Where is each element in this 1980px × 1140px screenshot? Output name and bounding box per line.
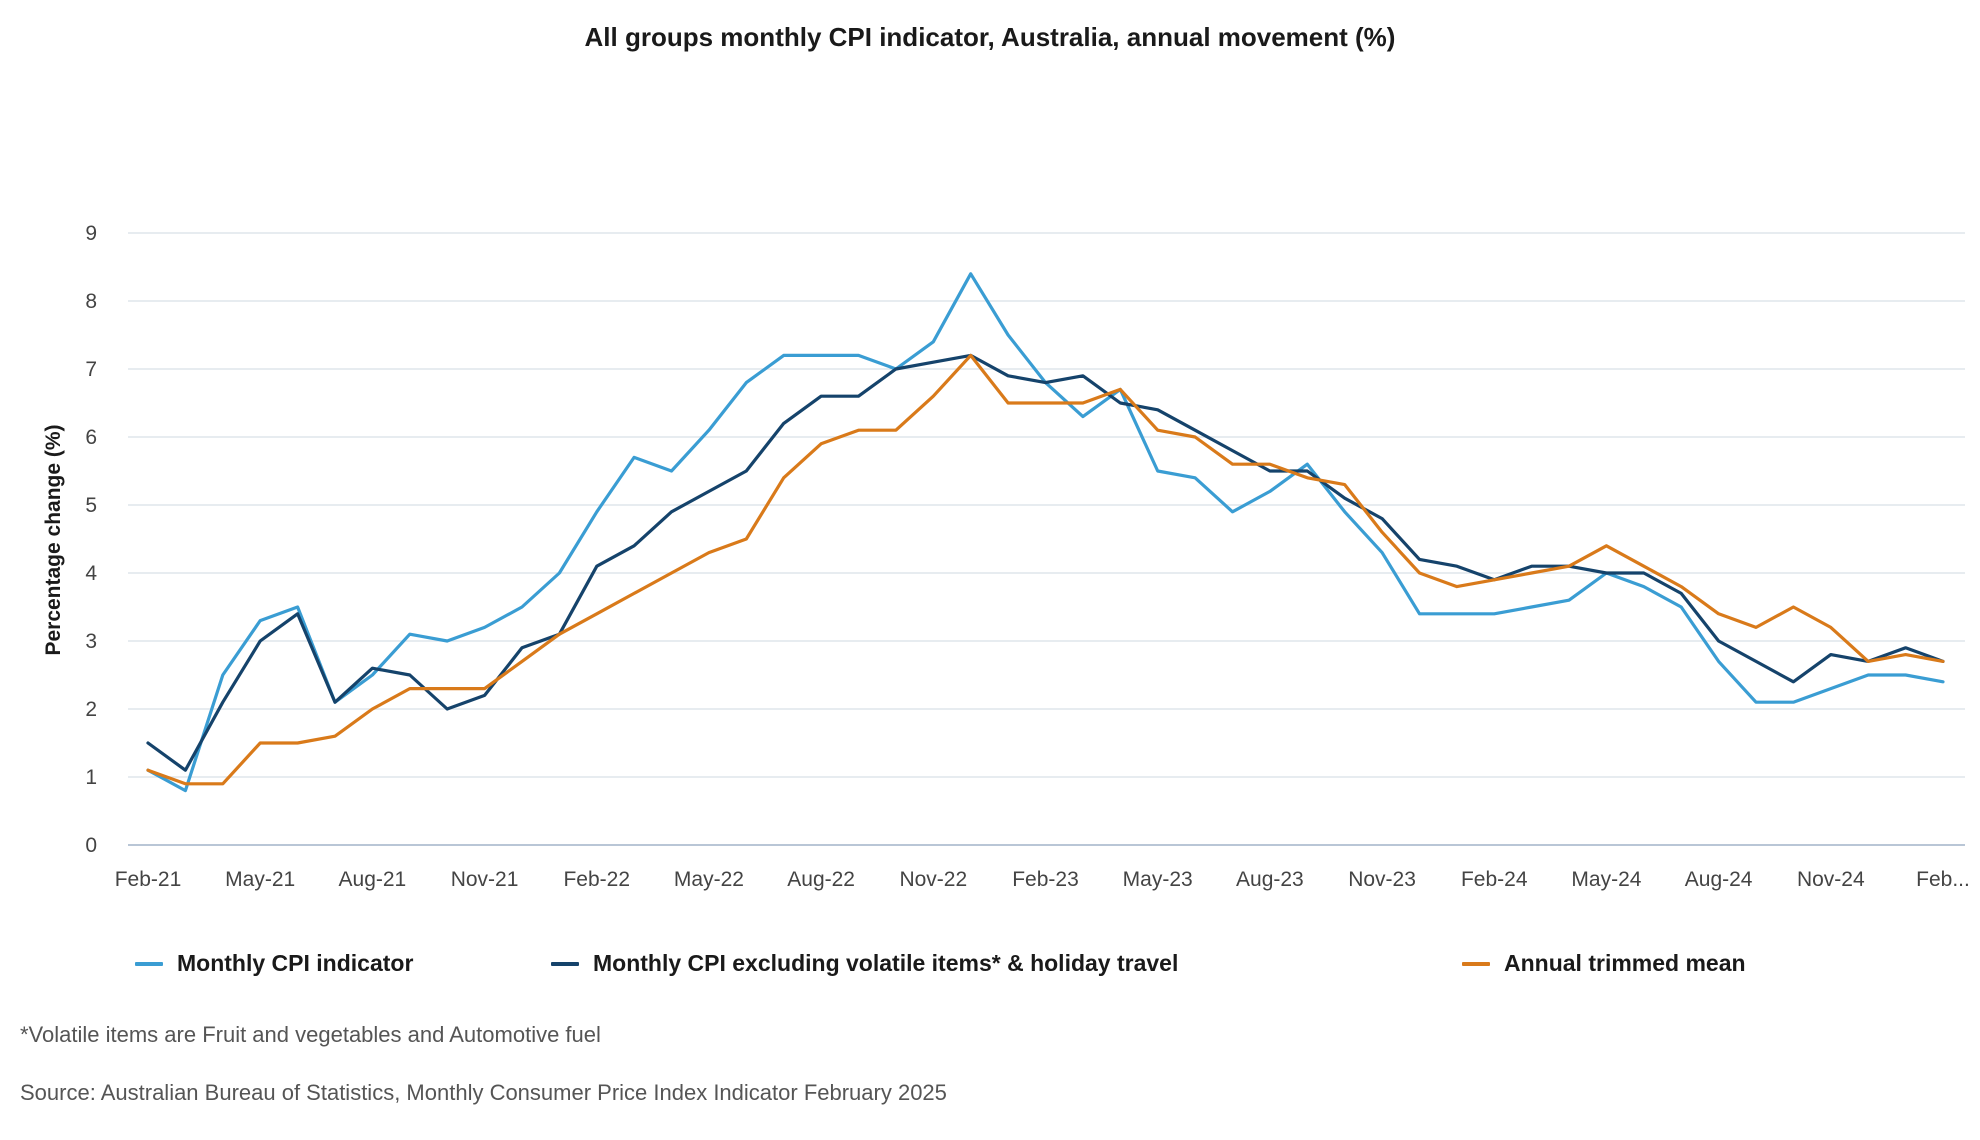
x-tick-label: Feb-22 xyxy=(563,868,630,891)
series-line-1 xyxy=(146,353,1945,772)
x-tick-label: Nov-22 xyxy=(899,868,967,891)
source-note: Source: Australian Bureau of Statistics,… xyxy=(20,1080,947,1105)
legend-item-monthly-cpi: Monthly CPI indicator xyxy=(135,950,413,977)
legend-swatch xyxy=(135,961,163,966)
series-lines xyxy=(146,272,1945,793)
y-tick-label: 6 xyxy=(85,426,97,449)
gridlines xyxy=(128,232,1965,846)
legend-swatch xyxy=(551,961,579,966)
y-axis-ticks: 0 1 2 3 4 5 6 7 8 9 xyxy=(85,222,97,857)
x-tick-label: Aug-23 xyxy=(1236,868,1304,891)
legend: Monthly CPI indicator Monthly CPI exclud… xyxy=(0,950,1980,990)
x-tick-label: Nov-23 xyxy=(1348,868,1416,891)
x-tick-label: May-24 xyxy=(1571,868,1641,891)
x-tick-label: May-22 xyxy=(674,868,744,891)
x-tick-label: May-23 xyxy=(1123,868,1193,891)
y-tick-label: 9 xyxy=(85,222,97,245)
series-line-2 xyxy=(146,353,1945,786)
legend-label: Monthly CPI indicator xyxy=(177,950,414,976)
x-tick-label: Feb-24 xyxy=(1461,868,1528,891)
chart-title: All groups monthly CPI indicator, Austra… xyxy=(584,22,1396,52)
footnote: *Volatile items are Fruit and vegetables… xyxy=(20,1022,601,1047)
y-tick-label: 0 xyxy=(85,834,97,857)
y-tick-label: 4 xyxy=(85,562,97,585)
legend-label: Monthly CPI excluding volatile items* & … xyxy=(593,950,1179,976)
x-tick-label: Feb... xyxy=(1916,868,1970,891)
y-tick-label: 2 xyxy=(85,698,97,721)
y-axis-label: Percentage change (%) xyxy=(42,424,65,655)
y-tick-label: 1 xyxy=(85,766,97,789)
x-tick-label: Aug-24 xyxy=(1685,868,1753,891)
x-tick-label: Nov-21 xyxy=(451,868,519,891)
y-tick-label: 7 xyxy=(85,358,97,381)
y-tick-label: 3 xyxy=(85,630,97,653)
x-tick-label: Feb-21 xyxy=(115,868,182,891)
x-axis-ticks: Feb-21 May-21 Aug-21 Nov-21 Feb-22 May-22 Aug-… xyxy=(115,868,1970,891)
x-tick-label: Aug-21 xyxy=(339,868,407,891)
legend-swatch xyxy=(1462,961,1490,966)
legend-item-excluding-volatile: Monthly CPI excluding volatile items* & … xyxy=(551,950,1178,977)
x-tick-label: May-21 xyxy=(225,868,295,891)
legend-item-trimmed-mean: Annual trimmed mean xyxy=(1462,950,1746,977)
x-tick-label: Aug-22 xyxy=(787,868,855,891)
x-tick-label: Feb-23 xyxy=(1012,868,1079,891)
legend-label: Annual trimmed mean xyxy=(1504,950,1746,976)
y-tick-label: 8 xyxy=(85,290,97,313)
x-tick-label: Nov-24 xyxy=(1797,868,1865,891)
y-tick-label: 5 xyxy=(85,494,97,517)
series-line-0 xyxy=(146,272,1945,793)
